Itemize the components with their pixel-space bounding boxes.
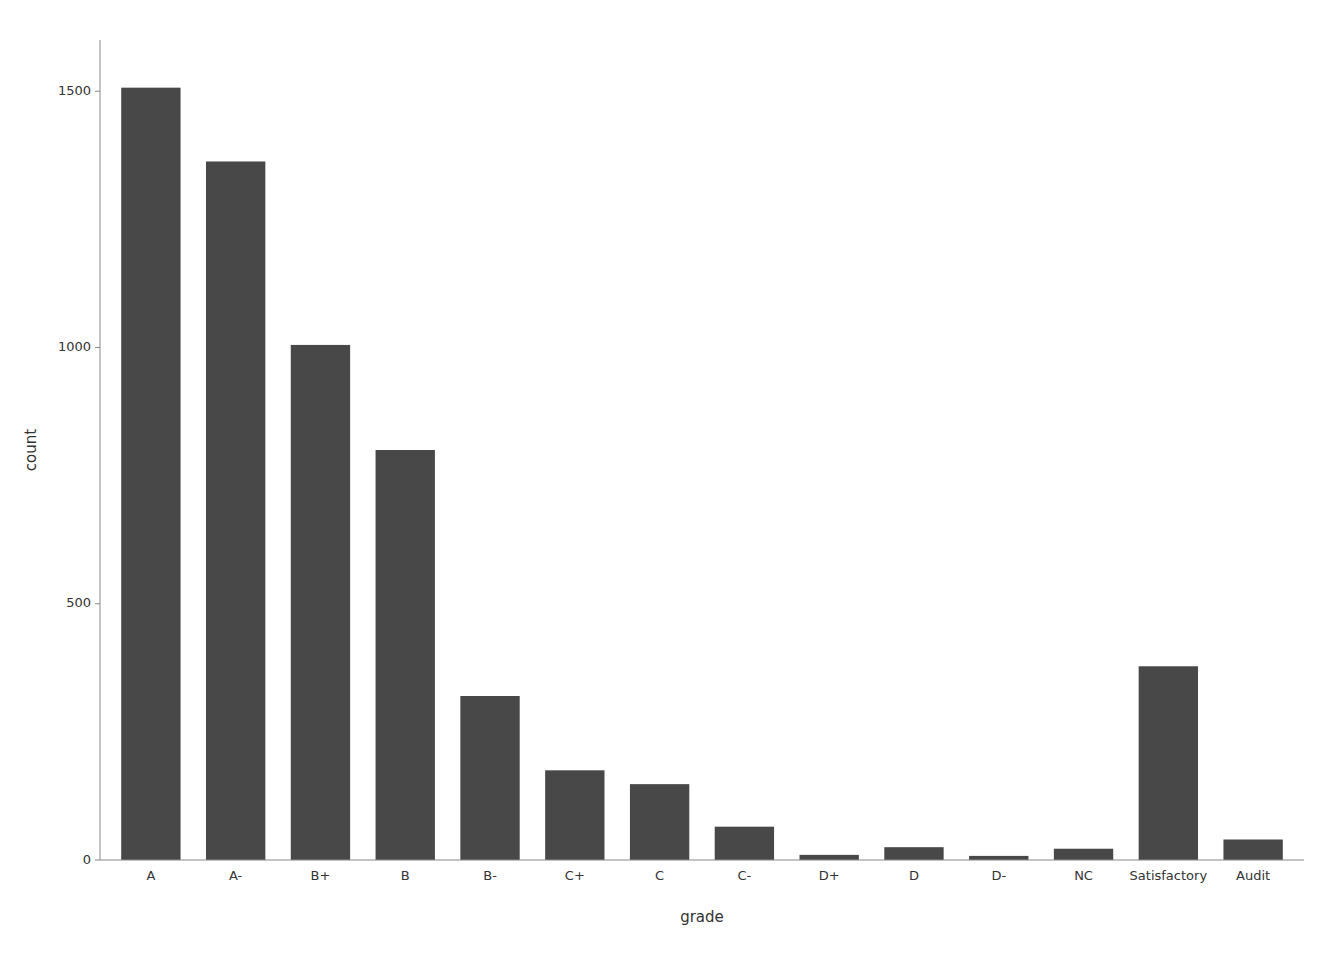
bar [1223,840,1282,861]
x-tick-label: B+ [311,868,331,883]
x-tick-label: Satisfactory [1130,868,1208,883]
x-tick-label: Audit [1236,868,1270,883]
bar [460,696,519,860]
y-tick-label: 1500 [58,83,91,98]
bar [630,784,689,860]
x-tick-label: A- [229,868,243,883]
y-tick-label: 500 [66,595,91,610]
bar [800,855,859,860]
x-tick-label: B [401,868,410,883]
x-tick-label: C+ [565,868,585,883]
x-axis-line [100,860,1304,861]
x-tick-label: C [655,868,664,883]
bar [291,345,350,860]
x-axis-label: grade [680,908,724,926]
y-tick [95,860,100,861]
axes: 0 500 1000 1500 A A- B+ B B- C+ C C- D+ D D- NC Satisfac… [58,40,1304,883]
y-axis-label: count [22,429,40,471]
y-axis-line [100,40,101,860]
y-tick-label: 1000 [58,339,91,354]
chart-container: 0 500 1000 1500 A A- B+ B B- C+ C C- D+ D D- NC Satisfac… [0,0,1344,960]
bars [121,88,1283,860]
y-tick [95,91,100,92]
bar [1139,666,1198,860]
bar [545,770,604,860]
x-tick-label: C- [738,868,752,883]
y-tick [95,603,100,604]
bar [376,450,435,860]
y-tick-label: 0 [83,852,91,867]
x-tick-label: D- [991,868,1006,883]
x-tick-label: D+ [819,868,840,883]
bar [969,856,1028,860]
x-tick-label: B- [483,868,497,883]
x-tick-label: A [146,868,155,883]
bar [884,847,943,860]
x-tick-label: D [909,868,919,883]
x-tick-label: NC [1074,868,1093,883]
chart-svg: 0 500 1000 1500 A A- B+ B B- C+ C C- D+ D D- NC Satisfac… [0,0,1344,960]
bar [206,161,265,860]
bar [121,88,180,860]
y-tick [95,347,100,348]
bar [715,827,774,860]
bar [1054,849,1113,860]
